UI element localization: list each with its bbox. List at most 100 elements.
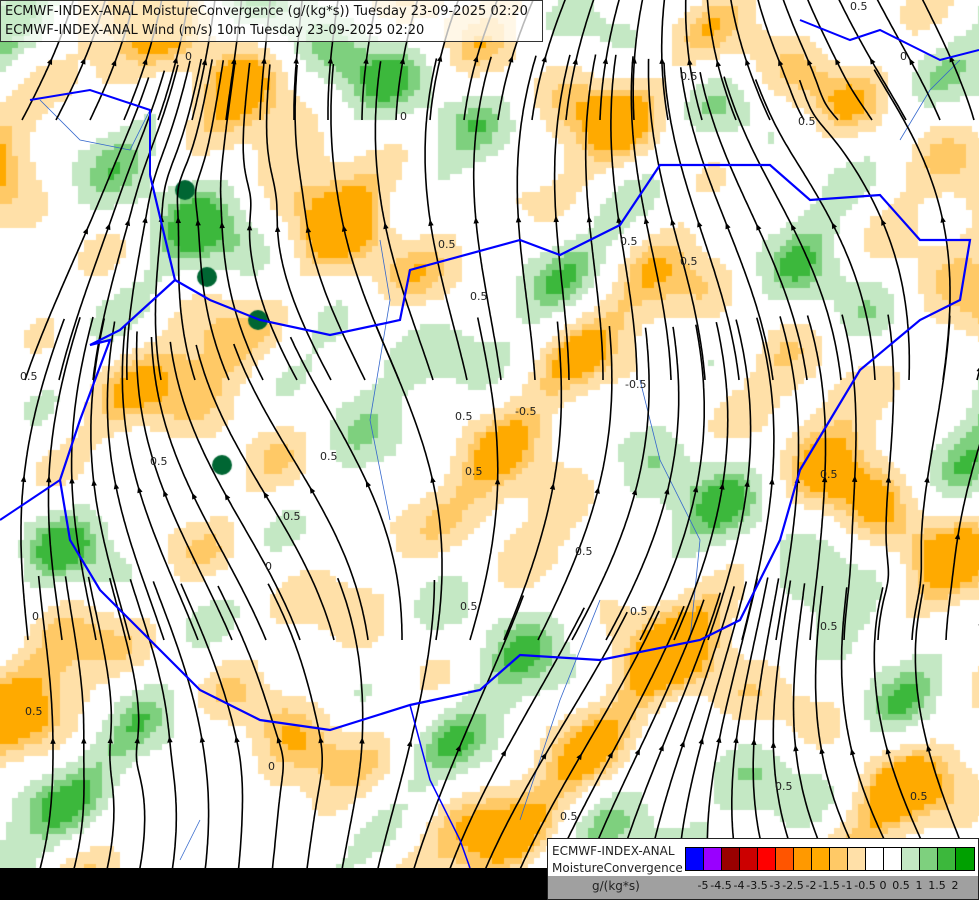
streamline-arrow [50, 737, 56, 744]
streamline-arrow [725, 222, 731, 230]
streamline-arrow [172, 56, 178, 64]
streamline-arrow [976, 367, 979, 372]
streamline [723, 76, 842, 381]
streamline-arrow [105, 223, 111, 231]
streamline [194, 60, 230, 381]
streamline-arrow [263, 491, 270, 499]
streamline [741, 317, 775, 641]
legend-swatch [704, 848, 722, 870]
legend-tick: -3 [769, 879, 781, 892]
streamline [663, 62, 740, 381]
legend-tick: 1 [915, 879, 923, 892]
streamline-arrow [195, 219, 201, 226]
streamline [294, 64, 366, 381]
legend-swatch [920, 848, 938, 870]
streamline-arrow [594, 486, 600, 494]
streamline-arrow [670, 218, 676, 226]
streamline-arrow [246, 223, 253, 231]
streamline-arrow [835, 58, 841, 66]
streamline-arrow [399, 57, 406, 65]
streamline-arrow [881, 218, 887, 226]
contour-label: 0.5 [575, 545, 593, 558]
streamline [706, 0, 737, 121]
streamline [20, 318, 66, 641]
river [39, 99, 151, 151]
streamline [911, 315, 951, 641]
streamline-arrow [436, 55, 443, 62]
streamline-arrow [586, 215, 593, 223]
contour-label: 0.5 [775, 780, 793, 793]
streamline-arrow [274, 225, 281, 233]
legend-swatches [685, 847, 975, 871]
streamline-arrow [276, 736, 282, 744]
legend-swatch [830, 848, 848, 870]
contour-label: 0.5 [470, 290, 488, 303]
streamline-arrow [698, 737, 704, 745]
streamline-arrow [224, 493, 231, 501]
streamline-arrow [850, 748, 856, 756]
streamline-arrow [191, 492, 198, 500]
legend-tick: 0.5 [892, 879, 910, 892]
streamline [180, 583, 244, 900]
streamline-arrow [541, 55, 547, 63]
legend-tick: -1.5 [818, 879, 840, 892]
contour-label: -0.5 [625, 378, 646, 391]
streamline-arrow [515, 215, 522, 223]
river [519, 599, 601, 821]
contour-label: 0 [32, 610, 39, 623]
streamline [684, 0, 703, 121]
streamline-arrow [219, 221, 225, 229]
streamline-arrow [572, 57, 578, 65]
streamline [605, 326, 680, 641]
country-border [799, 19, 979, 62]
country-border [29, 88, 151, 175]
contour-label: 0.5 [820, 620, 838, 633]
streamline-arrow [715, 60, 722, 67]
streamline-arrow [383, 222, 389, 230]
streamline [217, 585, 284, 900]
streamline-arrow [751, 738, 757, 746]
streamline-arrow [473, 55, 479, 63]
streamline-arrow [851, 475, 858, 482]
river [899, 59, 961, 141]
streamline-arrow [745, 58, 751, 66]
map-title-box: ECMWF-INDEX-ANAL MoistureConvergence (g/… [0, 0, 543, 42]
streamline-arrow [234, 735, 240, 743]
legend-tick: -5 [697, 879, 709, 892]
streamline [921, 0, 975, 121]
title-wind: ECMWF-INDEX-ANAL Wind (m/s) 10m Tuesday … [5, 23, 425, 38]
legend-swatch [722, 848, 740, 870]
legend-tick: 0 [879, 879, 887, 892]
streamline-arrow [634, 748, 640, 756]
contour-label: 0.5 [320, 450, 338, 463]
streamline-arrow [81, 737, 87, 744]
streamline-arrow [940, 215, 946, 223]
streamline-arrow [659, 57, 665, 64]
streamline-arrow [20, 475, 27, 483]
streamline-arrow [113, 482, 120, 490]
streamline-arrow [69, 477, 75, 484]
country-border [58, 163, 972, 732]
streamline-arrow [201, 58, 208, 66]
streamline-arrow [602, 57, 609, 65]
legend-swatch [776, 848, 794, 870]
streamline-arrow [167, 736, 173, 743]
legend-unit: g/(kg*s) [592, 879, 640, 893]
streamline-arrow [692, 485, 699, 493]
streamline-arrow [365, 480, 372, 488]
legend-swatch [812, 848, 830, 870]
streamline-arrow [455, 744, 461, 752]
streamline [336, 577, 364, 900]
streamline-arrow [91, 479, 97, 487]
streamline-arrow [664, 487, 670, 495]
legend-swatch [794, 848, 812, 870]
streamline-arrow [80, 57, 86, 65]
streamline-arrow [885, 476, 892, 483]
streamline [699, 72, 808, 381]
streamline [945, 443, 979, 641]
streamline-arrow [82, 227, 88, 235]
legend-tick: -1 [841, 879, 853, 892]
contour-label: 0.5 [910, 790, 928, 803]
streamline [64, 576, 85, 900]
river [369, 239, 391, 521]
